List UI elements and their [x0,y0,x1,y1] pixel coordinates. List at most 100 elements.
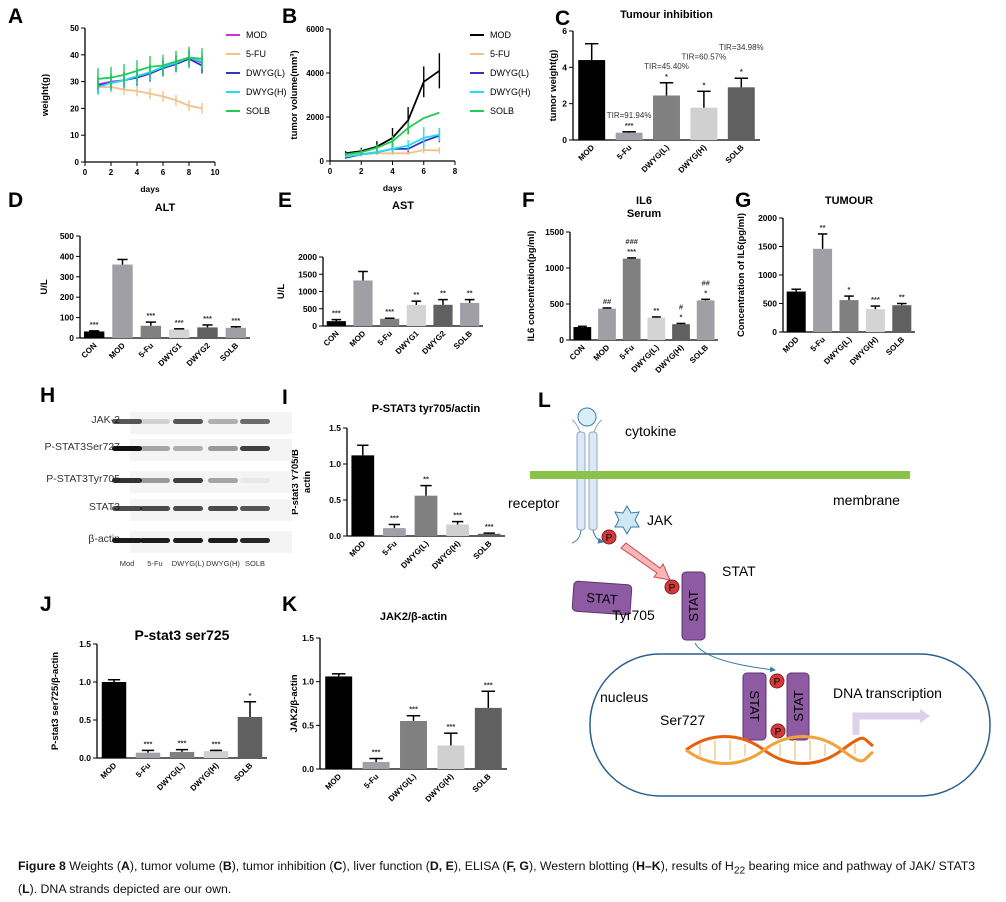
bar [168,329,190,338]
y-tick-label: 1.0 [302,677,314,687]
significance-label: * [702,80,705,89]
bar [83,331,105,338]
y-tick-label: 1000 [758,270,777,280]
blot-lane-label: DWYG(H) [206,559,240,568]
bar [446,524,469,536]
category-label: 5-Fu [615,143,633,161]
activation-arrow [620,542,671,581]
y-axis-label: tumor volume(mm³) [289,50,300,139]
blot-band [112,419,142,424]
category-label: SOLB [724,143,746,165]
y-tick-label: 1500 [758,242,777,252]
caption-bold-text: Figure 8 [18,859,66,873]
category-label: SOLB [884,335,906,357]
significance-label: *** [871,295,880,304]
bar [573,327,592,340]
y-axis-label: JAK2/β-actin [289,674,300,732]
significance-label: ** [820,223,826,232]
chart-title: P-STAT3 tyr705/actin [372,403,481,415]
blot-band [240,446,270,451]
category-label: DWYG(H) [676,143,708,175]
y-tick-label: 0 [559,335,564,345]
blot-band [112,478,142,483]
caption-text: ), results of H [660,859,734,873]
caption-text: ), ELISA ( [453,859,507,873]
significance-label: *** [146,311,155,320]
bar [839,300,859,332]
y-tick-label: 1000 [545,263,564,273]
category-label: SOLB [471,772,493,794]
membrane-bar [530,471,910,479]
significance-label: *** [203,314,212,323]
bar [362,762,390,769]
blot-lane-label: 5-Fu [147,559,163,568]
caption-bold-text: A [120,859,130,873]
legend-label: DWYG(H) [490,87,531,97]
y-tick-label: 2 [562,99,567,109]
caption-text: Weights ( [65,859,121,873]
nucleus-label: nucleus [600,689,648,705]
y-tick-label: 6000 [306,25,324,34]
tir-label: TIR=60.57% [682,52,727,61]
blot-band [208,538,238,543]
caption-text: bearing mice and pathway of JAK/ STAT3 ( [18,859,976,897]
bar [140,325,162,338]
y-tick-label: 0.5 [302,720,314,730]
category-label: 5-Fu [809,335,827,353]
cytokine-label: cytokine [625,423,677,439]
blot-band [140,538,170,543]
bar [474,707,502,769]
y-tick-label: 200 [60,292,74,302]
chart-title: IL6 [636,195,652,207]
blot-band [140,478,170,483]
category-label: DWYG2 [185,341,212,368]
significance-label: *** [484,680,493,689]
category-label: SOLB [452,329,474,351]
blot-lane-label: SOLB [244,559,266,568]
blot-band [240,506,270,511]
x-tick-label: 4 [135,168,140,177]
significance-label: *** [332,309,341,318]
bar [406,304,426,326]
panel-label-h: H [40,384,56,407]
significance-label: ### [625,237,638,246]
y-tick-label: 0 [312,321,317,331]
panel-label-d: D [8,189,24,212]
panel-label-j: J [40,593,52,616]
chart-il6-tumour: 0 500 1000 1500 2000 TUMOUR Concentration of I… [736,195,915,367]
y-tick-label: 300 [60,272,74,282]
membrane-label: membrane [833,492,900,508]
significance-label: *** [409,705,418,714]
significance-label: *** [627,247,636,256]
y-tick-label: 4 [562,62,567,72]
jak-star-icon [614,504,640,536]
transcription-arrowhead [920,709,930,723]
category-label: DWYG(L) [387,772,418,803]
stat-protein-phosphorylated: STAT [681,571,706,641]
bar [433,304,453,326]
category-label: SOLB [688,343,710,365]
blot-band [208,478,238,483]
legend-label: DWYG(H) [246,87,287,97]
y-axis-label: weight(g) [40,74,51,117]
significance-label: * [848,285,851,294]
phospho-icon: P [770,723,786,739]
y-tick-label: 100 [60,313,74,323]
y-tick-label: 1500 [545,227,564,237]
x-tick-label: 6 [422,167,427,176]
phospho-label: P [606,533,613,544]
caption-bold-text: C [333,859,343,873]
blot-band [240,419,270,424]
bar [326,321,346,326]
translocation-arrow [694,642,776,673]
blot-band [140,506,170,511]
blot-lane-label: Mod [119,559,135,568]
blot-row-label: P-STAT3Ser727 [44,441,120,453]
significance-label: *** [453,511,462,520]
chart-title: AST [392,200,414,212]
y-tick-label: 0 [320,157,325,166]
y-tick-label: 1500 [298,269,317,279]
phospho-icon: P [769,673,785,689]
panel-label-i: I [282,386,288,409]
